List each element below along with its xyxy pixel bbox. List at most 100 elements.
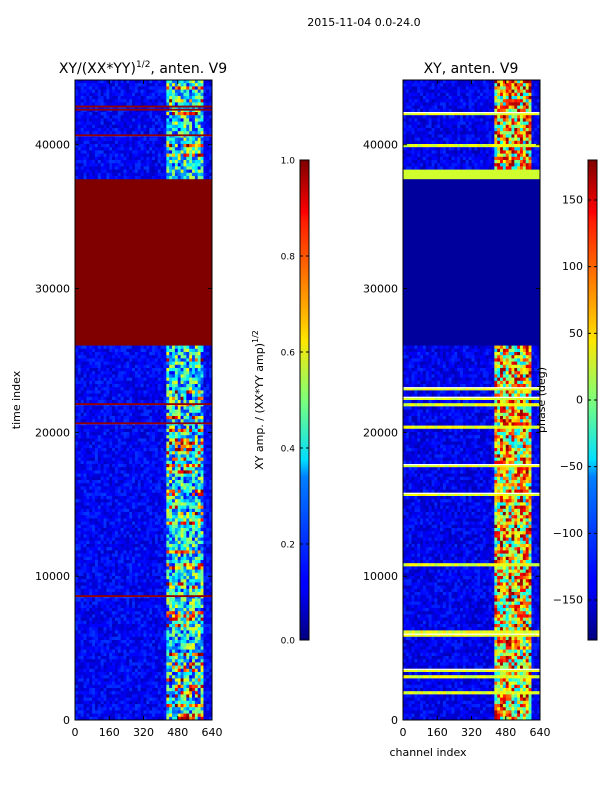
heatmap-cell	[186, 377, 190, 382]
heatmap-cell	[114, 556, 119, 561]
heatmap-cell	[103, 80, 107, 84]
heatmap-cell	[146, 92, 150, 97]
heatmap-cell	[129, 544, 133, 548]
heatmap-cell	[172, 483, 176, 487]
heatmap-cell	[112, 547, 116, 551]
heatmap-cell	[157, 92, 162, 97]
heatmap-cell	[117, 86, 122, 91]
heatmap-cell	[194, 368, 199, 372]
heatmap-cell	[154, 499, 159, 503]
heatmap-cell	[166, 374, 170, 379]
heatmap-cell	[180, 131, 184, 135]
heatmap-cell	[183, 467, 187, 471]
heatmap-cell	[103, 409, 107, 414]
heatmap-cell	[143, 345, 147, 350]
heatmap-cell	[132, 377, 136, 382]
heatmap-cell	[192, 425, 196, 430]
heatmap-cell	[169, 499, 173, 503]
heatmap-cell	[77, 544, 82, 548]
heatmap-cell	[86, 352, 90, 356]
heatmap-cell	[209, 483, 212, 487]
heatmap-cell	[129, 512, 133, 516]
heatmap-cell	[114, 528, 119, 532]
heatmap-cell	[200, 172, 204, 177]
heatmap-cell	[180, 476, 184, 481]
heatmap-cell	[146, 438, 150, 443]
heatmap-cell	[140, 137, 144, 142]
heatmap-cell	[174, 531, 179, 535]
heatmap-cell	[140, 569, 144, 574]
heatmap-cell	[163, 153, 167, 158]
heatmap-cell	[194, 169, 199, 174]
heatmap-cell	[123, 553, 127, 558]
heatmap-cell	[174, 454, 179, 459]
heatmap-row-saturated	[75, 217, 212, 222]
heatmap-cell	[177, 553, 182, 558]
heatmap-cell	[89, 400, 93, 404]
heatmap-cell	[149, 160, 153, 164]
heatmap-cell	[146, 518, 150, 523]
heatmap-cell	[89, 121, 93, 126]
heatmap-cell	[166, 428, 170, 433]
heatmap-cell	[132, 387, 136, 391]
heatmap-cell	[146, 547, 150, 551]
heatmap-cell	[112, 364, 116, 369]
heatmap-cell	[174, 544, 179, 548]
heatmap-cell	[143, 454, 147, 459]
heatmap-cell	[112, 499, 116, 503]
heatmap-cell	[106, 89, 110, 94]
heatmap-cell	[183, 150, 187, 155]
heatmap-cell	[132, 534, 136, 539]
heatmap-cell	[75, 137, 79, 142]
heatmap-cell	[106, 345, 110, 350]
heatmap-cell	[75, 409, 79, 414]
heatmap-cell	[154, 361, 159, 366]
heatmap-cell	[152, 540, 156, 545]
heatmap-cell	[103, 89, 107, 94]
heatmap-cell	[169, 355, 173, 359]
heatmap-cell	[94, 400, 99, 404]
heatmap-cell	[174, 444, 179, 449]
heatmap-cell	[200, 358, 204, 363]
heatmap-cell	[174, 502, 179, 507]
heatmap-cell	[157, 540, 162, 545]
heatmap-cell	[134, 457, 139, 462]
heatmap-cell	[117, 400, 122, 404]
heatmap-cell	[120, 534, 125, 539]
heatmap-cell	[157, 163, 162, 167]
heatmap-cell	[166, 115, 170, 119]
heatmap-cell	[89, 521, 93, 526]
heatmap-cell	[97, 128, 102, 132]
heatmap-cell	[172, 467, 176, 471]
heatmap-cell	[149, 489, 153, 494]
heatmap-cell	[86, 534, 90, 539]
heatmap-cell	[75, 528, 79, 532]
heatmap-cell	[114, 505, 119, 510]
heatmap-cell	[112, 524, 116, 529]
heatmap-cell	[186, 537, 190, 542]
heatmap-cell	[200, 505, 204, 510]
heatmap-cell	[114, 416, 119, 420]
heatmap-cell	[194, 89, 199, 94]
heatmap-cell	[134, 480, 139, 484]
heatmap-cell	[209, 364, 212, 369]
heatmap-cell	[137, 409, 142, 414]
heatmap-cell	[132, 358, 136, 363]
heatmap-cell	[180, 416, 184, 420]
heatmap-cell	[149, 172, 153, 177]
heatmap-cell	[126, 176, 130, 180]
heatmap-cell	[109, 374, 113, 379]
heatmap-cell	[80, 563, 85, 567]
heatmap-cell	[92, 438, 96, 443]
heatmap-cell	[152, 345, 156, 350]
heatmap-cell	[80, 118, 85, 123]
heatmap-cell	[137, 172, 142, 177]
heatmap-cell	[163, 512, 167, 516]
heatmap-cell	[143, 534, 147, 539]
heatmap-cell	[140, 524, 144, 529]
heatmap-cell	[166, 460, 170, 465]
heatmap-cell	[192, 528, 196, 532]
heatmap-cell	[97, 499, 102, 503]
heatmap-cell	[177, 355, 182, 359]
panel-left: XY/(XX*YY)1/2, anten. V9 0 160 320 480 64001…	[10, 60, 227, 739]
